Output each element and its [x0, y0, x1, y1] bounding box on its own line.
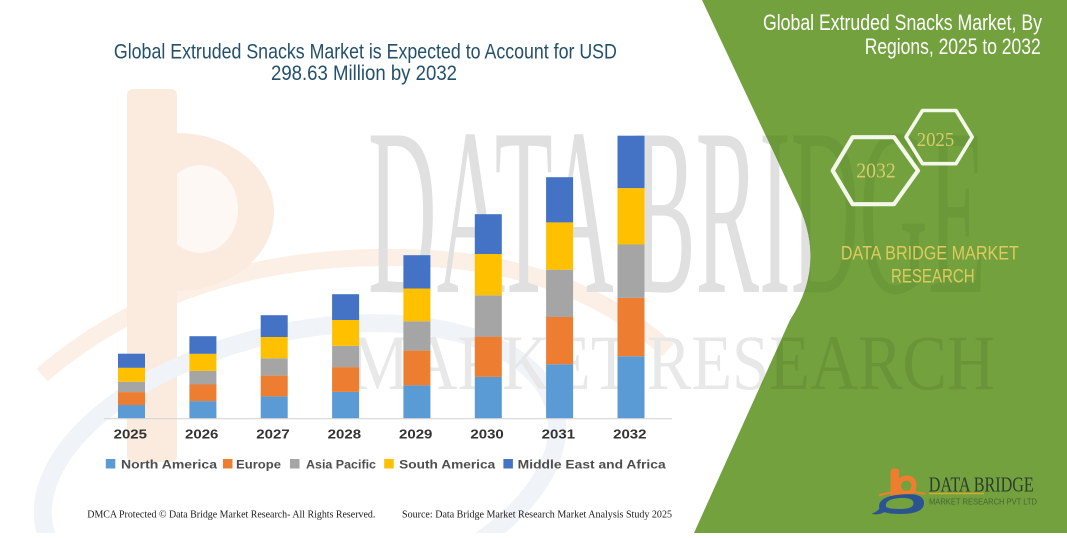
- svg-text:2032: 2032: [856, 159, 896, 183]
- svg-text:Regions, 2025 to 2032: Regions, 2025 to 2032: [865, 34, 1041, 59]
- svg-text:2025: 2025: [114, 428, 147, 442]
- svg-text:South America: South America: [399, 458, 495, 472]
- svg-text:2026: 2026: [185, 428, 218, 442]
- svg-text:2032: 2032: [613, 428, 646, 442]
- svg-text:2028: 2028: [328, 428, 361, 442]
- svg-text:2029: 2029: [399, 428, 432, 442]
- svg-text:2025: 2025: [917, 129, 955, 151]
- svg-text:North America: North America: [121, 458, 218, 472]
- svg-text:2031: 2031: [542, 428, 575, 442]
- svg-text:DATA BRIDGE: DATA BRIDGE: [368, 79, 986, 344]
- svg-text:DATA BRIDGE MARKET: DATA BRIDGE MARKET: [841, 243, 1019, 265]
- svg-text:Global Extruded Snacks Market,: Global Extruded Snacks Market, By: [763, 10, 1042, 35]
- svg-text:2030: 2030: [470, 428, 503, 442]
- svg-text:Middle East and Africa: Middle East and Africa: [518, 458, 666, 472]
- svg-text:Europe: Europe: [236, 458, 281, 472]
- svg-text:2027: 2027: [256, 428, 289, 442]
- svg-text:Source: Data Bridge Market Res: Source: Data Bridge Market Research Mark…: [402, 510, 672, 521]
- svg-text:DATA BRIDGE: DATA BRIDGE: [929, 473, 1034, 497]
- svg-text:RESEARCH: RESEARCH: [891, 265, 975, 287]
- svg-text:DMCA Protected © Data Bridge M: DMCA Protected © Data Bridge Market Rese…: [87, 510, 375, 521]
- svg-text:MARKET RESEARCH PVT LTD: MARKET RESEARCH PVT LTD: [929, 497, 1037, 507]
- svg-text:Asia Pacific: Asia Pacific: [306, 458, 376, 472]
- svg-text:298.63 Million by 2032: 298.63 Million by 2032: [271, 61, 457, 85]
- svg-text:Global Extruded Snacks Market: Global Extruded Snacks Market is Expecte…: [114, 40, 617, 64]
